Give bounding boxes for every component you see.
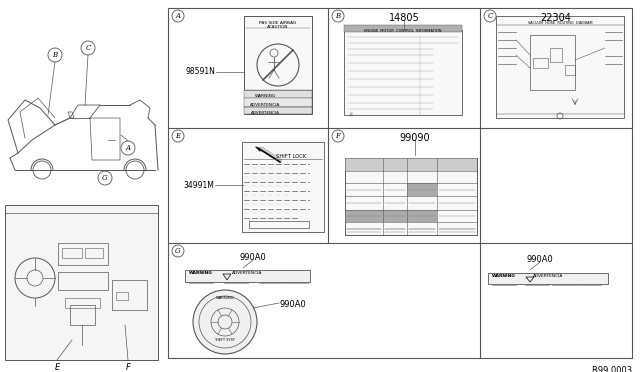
Bar xyxy=(345,158,477,171)
Text: C: C xyxy=(487,12,493,20)
Text: G: G xyxy=(102,174,108,182)
Text: R99 0003: R99 0003 xyxy=(592,366,632,372)
Text: ADVERTENCIA: ADVERTENCIA xyxy=(533,274,563,278)
Text: 34991M: 34991M xyxy=(183,180,214,189)
Bar xyxy=(244,16,312,114)
Bar xyxy=(242,142,324,232)
Text: PAS SIDE AIRBAG: PAS SIDE AIRBAG xyxy=(259,21,297,25)
Text: THEFT SYST: THEFT SYST xyxy=(214,338,236,342)
Bar xyxy=(244,90,312,98)
Text: C: C xyxy=(85,44,91,52)
Text: 990A0: 990A0 xyxy=(527,255,554,264)
Text: VACUUM  HOSE  ROUTING  DIAGRAM: VACUUM HOSE ROUTING DIAGRAM xyxy=(528,21,592,25)
Text: ADVERTENCIA: ADVERTENCIA xyxy=(250,111,280,115)
Text: ®: ® xyxy=(348,113,353,118)
Bar xyxy=(185,270,310,282)
Bar xyxy=(344,30,462,115)
Text: 22304: 22304 xyxy=(541,13,572,23)
Bar xyxy=(407,183,437,196)
Bar xyxy=(533,58,548,68)
Text: WARNING: WARNING xyxy=(254,94,276,98)
Text: 990A0: 990A0 xyxy=(280,300,307,309)
Text: G: G xyxy=(175,247,181,255)
Text: F: F xyxy=(125,363,131,372)
Bar xyxy=(62,248,82,258)
Bar xyxy=(58,272,108,290)
Bar xyxy=(168,8,632,358)
Text: ADVERTENCIA: ADVERTENCIA xyxy=(250,103,280,107)
Circle shape xyxy=(193,290,257,354)
Bar xyxy=(5,205,158,360)
Bar xyxy=(496,16,624,118)
Bar xyxy=(58,243,108,265)
Bar xyxy=(112,280,147,310)
Text: A: A xyxy=(175,12,180,20)
Text: WARNING: WARNING xyxy=(189,271,213,275)
Bar xyxy=(249,221,309,228)
Bar xyxy=(345,210,383,222)
Bar xyxy=(345,158,477,235)
Text: WARNING: WARNING xyxy=(216,296,234,300)
Bar xyxy=(116,292,128,300)
Text: WARNING: WARNING xyxy=(492,274,516,278)
Text: B: B xyxy=(52,51,58,59)
Text: A: A xyxy=(125,144,131,152)
Text: ENGINE  MOTOR  CONTROL  INFORMATION: ENGINE MOTOR CONTROL INFORMATION xyxy=(364,29,442,32)
Bar xyxy=(244,107,312,114)
Text: E: E xyxy=(54,363,60,372)
Text: B: B xyxy=(335,12,340,20)
Bar xyxy=(488,273,608,284)
Text: 98591N: 98591N xyxy=(185,67,215,77)
Polygon shape xyxy=(258,147,282,162)
Bar xyxy=(530,35,575,90)
Text: ADVERTENCIA: ADVERTENCIA xyxy=(232,271,262,275)
Bar xyxy=(550,48,562,62)
Bar xyxy=(85,248,103,258)
Bar xyxy=(407,210,437,222)
Text: ACAUTION: ACAUTION xyxy=(268,25,289,29)
Text: 990A0: 990A0 xyxy=(239,253,266,262)
Bar xyxy=(565,65,575,75)
Bar xyxy=(244,98,312,107)
Text: 14805: 14805 xyxy=(388,13,419,23)
Text: E: E xyxy=(175,132,180,140)
Bar xyxy=(65,298,100,308)
Text: F: F xyxy=(335,132,340,140)
Bar xyxy=(383,210,407,222)
Bar xyxy=(344,25,462,32)
Text: 99090: 99090 xyxy=(400,133,430,143)
Text: SHIFT LOCK: SHIFT LOCK xyxy=(276,154,307,159)
Bar xyxy=(70,305,95,325)
